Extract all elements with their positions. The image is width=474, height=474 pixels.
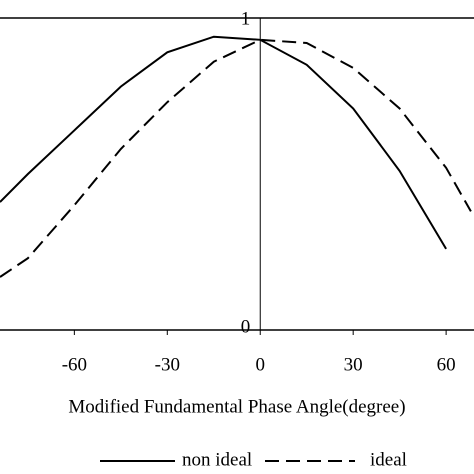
x-tick-label: 60: [437, 354, 456, 375]
x-axis-label: Modified Fundamental Phase Angle(degree): [68, 396, 405, 417]
x-tick-label: -60: [62, 354, 87, 375]
x-tick-label: 0: [255, 354, 265, 375]
y-tick-label: 1: [241, 8, 251, 29]
y-tick-label: 0: [241, 316, 251, 337]
x-tick-label: 30: [344, 354, 363, 375]
legend-label: non ideal: [182, 449, 252, 470]
x-tick-label: -30: [155, 354, 180, 375]
line-series: [0, 38, 472, 278]
line-series: [0, 35, 447, 250]
legend-label: ideal: [370, 449, 407, 470]
